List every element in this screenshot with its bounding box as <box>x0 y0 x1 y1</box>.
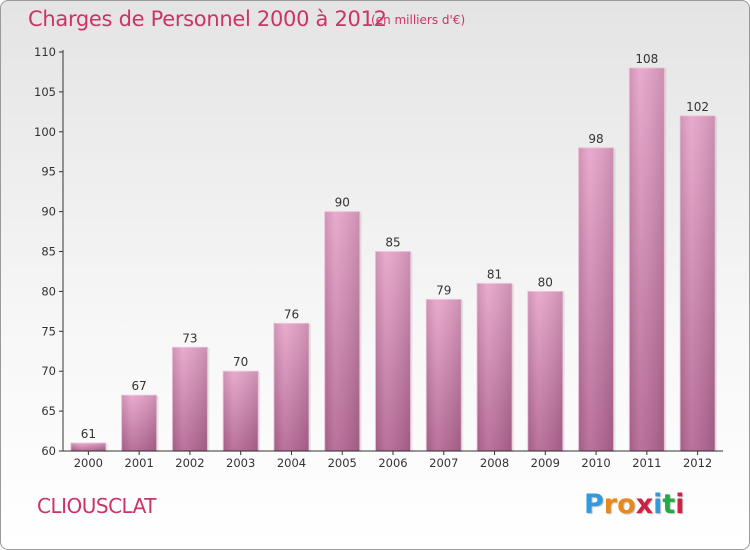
y-axis: 60 65 70 75 80 85 90 95 100 105 110 <box>34 45 64 458</box>
bar-shade-2012 <box>680 115 716 451</box>
y-tick-label-85: 85 <box>41 245 56 259</box>
bar-shade-2008 <box>477 283 513 451</box>
data-label-2010: 98 <box>588 132 603 146</box>
bar-shade-2007 <box>426 299 462 451</box>
bar-shade-2009 <box>527 291 563 451</box>
bar-shade-2004 <box>273 323 309 451</box>
bar-shade-2006 <box>375 251 411 451</box>
y-tick-label-110: 110 <box>34 45 56 59</box>
x-tick-label-2005: 2005 <box>328 456 357 470</box>
bar-shade-2002 <box>172 347 208 451</box>
y-tick-label-105: 105 <box>34 85 56 99</box>
data-label-2002: 73 <box>182 331 197 345</box>
x-tick-label-2001: 2001 <box>125 456 154 470</box>
x-tick-label-2011: 2011 <box>632 456 661 470</box>
x-tick-label-2012: 2012 <box>683 456 712 470</box>
y-tick-label-95: 95 <box>41 165 56 179</box>
y-tick-label-65: 65 <box>41 404 56 418</box>
y-tick-label-90: 90 <box>41 205 56 219</box>
data-label-2005: 90 <box>335 196 350 210</box>
x-tick-label-2004: 2004 <box>277 456 306 470</box>
bar-shade-2010 <box>578 147 614 451</box>
data-label-2009: 80 <box>538 275 553 289</box>
logo-letter: t <box>662 489 676 520</box>
y-tick-label-100: 100 <box>34 125 56 139</box>
proxiti-logo[interactable]: Proxiti <box>584 489 685 520</box>
chart-unit: (en milliers d'€) <box>371 13 466 27</box>
chart-title: Charges de Personnel 2000 à 2012 <box>28 7 387 31</box>
logo-letter: o <box>617 489 636 520</box>
data-label-2008: 81 <box>487 267 502 281</box>
bars: 61 67 73 70 76 90 85 79 81 80 98 108 102 <box>70 52 718 453</box>
data-label-2012: 102 <box>686 100 709 114</box>
logo-letter: P <box>584 489 604 520</box>
data-label-2006: 85 <box>385 236 400 250</box>
bar-shade-2003 <box>223 371 259 451</box>
x-tick-label-2009: 2009 <box>531 456 560 470</box>
x-tick-label-2000: 2000 <box>74 456 103 470</box>
bar-shade-2000 <box>70 443 106 451</box>
data-label-2007: 79 <box>436 283 451 297</box>
x-tick-label-2010: 2010 <box>581 456 610 470</box>
logo-letter: r <box>603 489 618 520</box>
bar-shade-2005 <box>324 211 360 451</box>
x-tick-label-2007: 2007 <box>429 456 458 470</box>
data-label-2003: 70 <box>233 355 248 369</box>
bar-shade-2011 <box>629 67 665 452</box>
y-tick-label-60: 60 <box>41 444 56 458</box>
x-tick-label-2002: 2002 <box>175 456 204 470</box>
x-tick-label-2006: 2006 <box>378 456 407 470</box>
logo-letter: i <box>653 489 663 520</box>
commune-name: CLIOUSCLAT <box>37 494 157 518</box>
data-label-2011: 108 <box>635 52 658 66</box>
x-tick-label-2008: 2008 <box>480 456 509 470</box>
y-tick-label-70: 70 <box>41 364 56 378</box>
logo-letter: x <box>635 489 654 520</box>
x-axis: 2000 2001 2002 2003 2004 2005 2006 2007 2008 2009… <box>63 450 723 470</box>
bar-shade-2001 <box>121 395 157 451</box>
x-tick-label-2003: 2003 <box>226 456 255 470</box>
y-tick-label-80: 80 <box>41 284 56 298</box>
logo-letter: i <box>675 489 685 520</box>
data-label-2000: 61 <box>81 427 96 441</box>
data-label-2001: 67 <box>132 379 147 393</box>
y-tick-label-75: 75 <box>41 324 56 338</box>
data-label-2004: 76 <box>284 307 299 321</box>
